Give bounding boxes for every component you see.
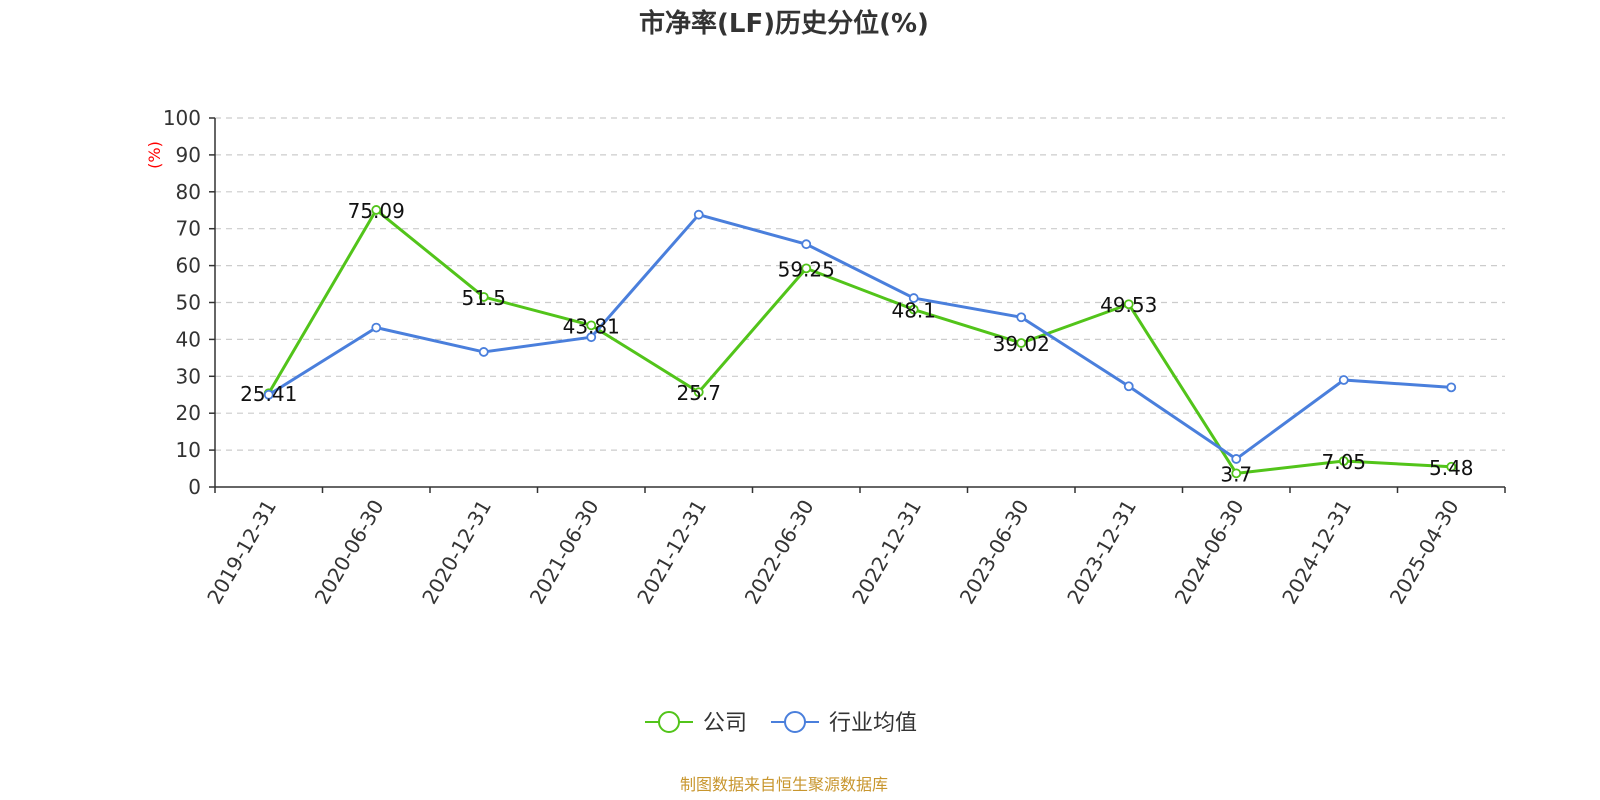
data-point[interactable] — [1446, 382, 1457, 393]
series-line-0 — [267, 208, 1452, 475]
y-tick-label: 60 — [176, 254, 201, 278]
x-tick-label: 2022-06-30 — [740, 496, 819, 609]
x-tick-label: 2023-12-31 — [1062, 496, 1141, 609]
data-point[interactable] — [1231, 468, 1242, 479]
data-point[interactable] — [478, 347, 489, 357]
data-point[interactable] — [1338, 375, 1349, 385]
data-point[interactable] — [586, 320, 597, 331]
axes: 0 10 20 30 40 50 60 70 80 90 100 2019-12-31 2020-06-… — [163, 106, 1506, 609]
legend-item-1[interactable]: 行业均值 — [771, 711, 917, 736]
data-label: 25.41 — [240, 382, 297, 406]
data-point[interactable] — [908, 304, 919, 315]
data-point[interactable] — [1338, 456, 1349, 466]
y-tick-label: 70 — [176, 217, 201, 241]
x-tick-label: 2024-12-31 — [1277, 496, 1356, 609]
data-point[interactable] — [693, 209, 704, 220]
data-label: 5.48 — [1429, 456, 1474, 480]
grid — [215, 117, 1505, 451]
data-point[interactable] — [1016, 312, 1027, 323]
y-tick-label: 30 — [176, 364, 201, 388]
data-point[interactable] — [371, 322, 382, 333]
data-label: 75.09 — [348, 199, 405, 223]
data-point[interactable] — [1123, 299, 1134, 310]
y-tick-label: 20 — [176, 401, 201, 425]
chart-title: 市净率(LF)历史分位(%) — [639, 8, 929, 39]
legend-label: 公司 — [703, 711, 747, 736]
data-point[interactable] — [801, 239, 812, 250]
x-tick-label: 2023-06-30 — [955, 496, 1034, 609]
y-tick-label: 50 — [176, 291, 201, 315]
data-label: 39.02 — [993, 332, 1050, 356]
data-label: 49.53 — [1100, 293, 1157, 317]
x-tick-label: 2022-12-31 — [847, 496, 926, 609]
source-note: 制图数据来自恒生聚源数据库 — [680, 775, 888, 794]
data-label: 59.25 — [778, 257, 835, 281]
y-tick-label: 90 — [176, 143, 201, 167]
legend-marker — [784, 711, 806, 733]
x-tick-label: 2019-12-31 — [202, 496, 281, 609]
data-label: 51.5 — [461, 286, 506, 310]
y-tick-label: 80 — [176, 180, 201, 204]
data-point[interactable] — [371, 205, 382, 215]
x-tick-label: 2021-06-30 — [525, 496, 604, 609]
data-point[interactable] — [693, 387, 704, 398]
y-axis-label: (%) — [145, 141, 164, 169]
y-tick-label: 0 — [188, 475, 201, 499]
legend-marker — [658, 711, 680, 733]
legend-label: 行业均值 — [829, 711, 917, 736]
data-label: 7.05 — [1321, 450, 1366, 474]
x-tick-label: 2020-06-30 — [310, 496, 389, 609]
data-labels: 25.41 75.09 51.5 43.81 25.7 59.25 48.1 39.02 49.… — [240, 199, 1473, 486]
y-tick-label: 40 — [176, 327, 201, 351]
x-tick-label: 2020-12-31 — [417, 496, 496, 609]
y-tick-label: 10 — [176, 438, 201, 462]
legend[interactable]: 公司 行业均值 — [645, 711, 917, 736]
data-point[interactable] — [801, 263, 812, 274]
data-point[interactable] — [908, 293, 919, 303]
y-tick-label: 100 — [163, 106, 201, 130]
data-label: 48.1 — [891, 299, 936, 323]
data-label: 3.7 — [1220, 462, 1252, 486]
data-point[interactable] — [263, 389, 274, 400]
data-label: 25.7 — [676, 381, 721, 405]
legend-item-0[interactable]: 公司 — [645, 711, 747, 736]
data-point[interactable] — [1123, 381, 1134, 392]
series-line-1 — [267, 213, 1452, 461]
x-tick-label: 2021-12-31 — [632, 496, 711, 609]
data-point[interactable] — [1231, 454, 1242, 464]
data-point[interactable] — [1446, 461, 1457, 472]
data-point[interactable] — [1016, 338, 1027, 348]
data-point[interactable] — [478, 292, 489, 302]
series — [263, 205, 1457, 479]
x-tick-label: 2025-04-30 — [1385, 496, 1464, 609]
data-label: 43.81 — [563, 314, 620, 338]
x-tick-label: 2024-06-30 — [1170, 496, 1249, 609]
data-point[interactable] — [586, 332, 597, 343]
